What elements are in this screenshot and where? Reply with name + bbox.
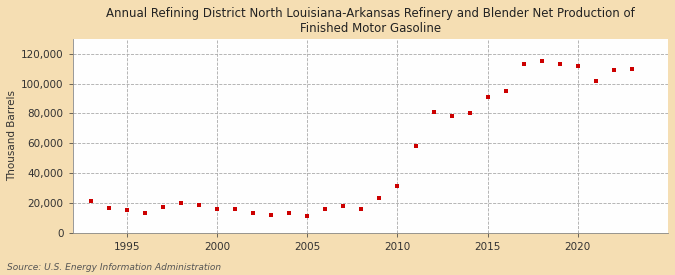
Point bbox=[320, 207, 331, 211]
Point bbox=[103, 206, 114, 210]
Point bbox=[500, 89, 511, 93]
Point bbox=[392, 184, 403, 189]
Point bbox=[176, 200, 186, 205]
Point bbox=[230, 207, 240, 212]
Text: Source: U.S. Energy Information Administration: Source: U.S. Energy Information Administ… bbox=[7, 263, 221, 272]
Point bbox=[266, 213, 277, 217]
Point bbox=[591, 79, 601, 84]
Point bbox=[122, 208, 132, 212]
Point bbox=[338, 204, 349, 209]
Point bbox=[302, 214, 313, 218]
Point bbox=[537, 59, 547, 64]
Point bbox=[140, 211, 151, 215]
Point bbox=[86, 199, 97, 204]
Point bbox=[284, 211, 294, 215]
Point bbox=[157, 205, 168, 209]
Point bbox=[572, 64, 583, 68]
Point bbox=[356, 207, 367, 211]
Point bbox=[428, 110, 439, 114]
Point bbox=[212, 207, 223, 211]
Point bbox=[410, 144, 421, 148]
Point bbox=[554, 62, 565, 66]
Point bbox=[464, 111, 475, 115]
Point bbox=[446, 114, 457, 119]
Title: Annual Refining District North Louisiana-Arkansas Refinery and Blender Net Produ: Annual Refining District North Louisiana… bbox=[106, 7, 634, 35]
Point bbox=[248, 211, 259, 215]
Point bbox=[374, 196, 385, 200]
Point bbox=[194, 203, 205, 207]
Point bbox=[482, 95, 493, 99]
Point bbox=[626, 67, 637, 71]
Point bbox=[609, 68, 620, 72]
Y-axis label: Thousand Barrels: Thousand Barrels bbox=[7, 90, 17, 181]
Point bbox=[518, 62, 529, 66]
